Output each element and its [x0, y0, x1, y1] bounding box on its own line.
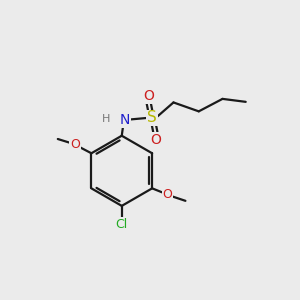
Text: O: O [163, 188, 172, 201]
Text: O: O [143, 89, 154, 103]
Text: S: S [147, 110, 157, 125]
Text: O: O [150, 133, 161, 147]
Text: N: N [119, 113, 130, 127]
Text: H: H [102, 114, 110, 124]
Text: Cl: Cl [116, 218, 128, 231]
Text: O: O [70, 138, 80, 151]
